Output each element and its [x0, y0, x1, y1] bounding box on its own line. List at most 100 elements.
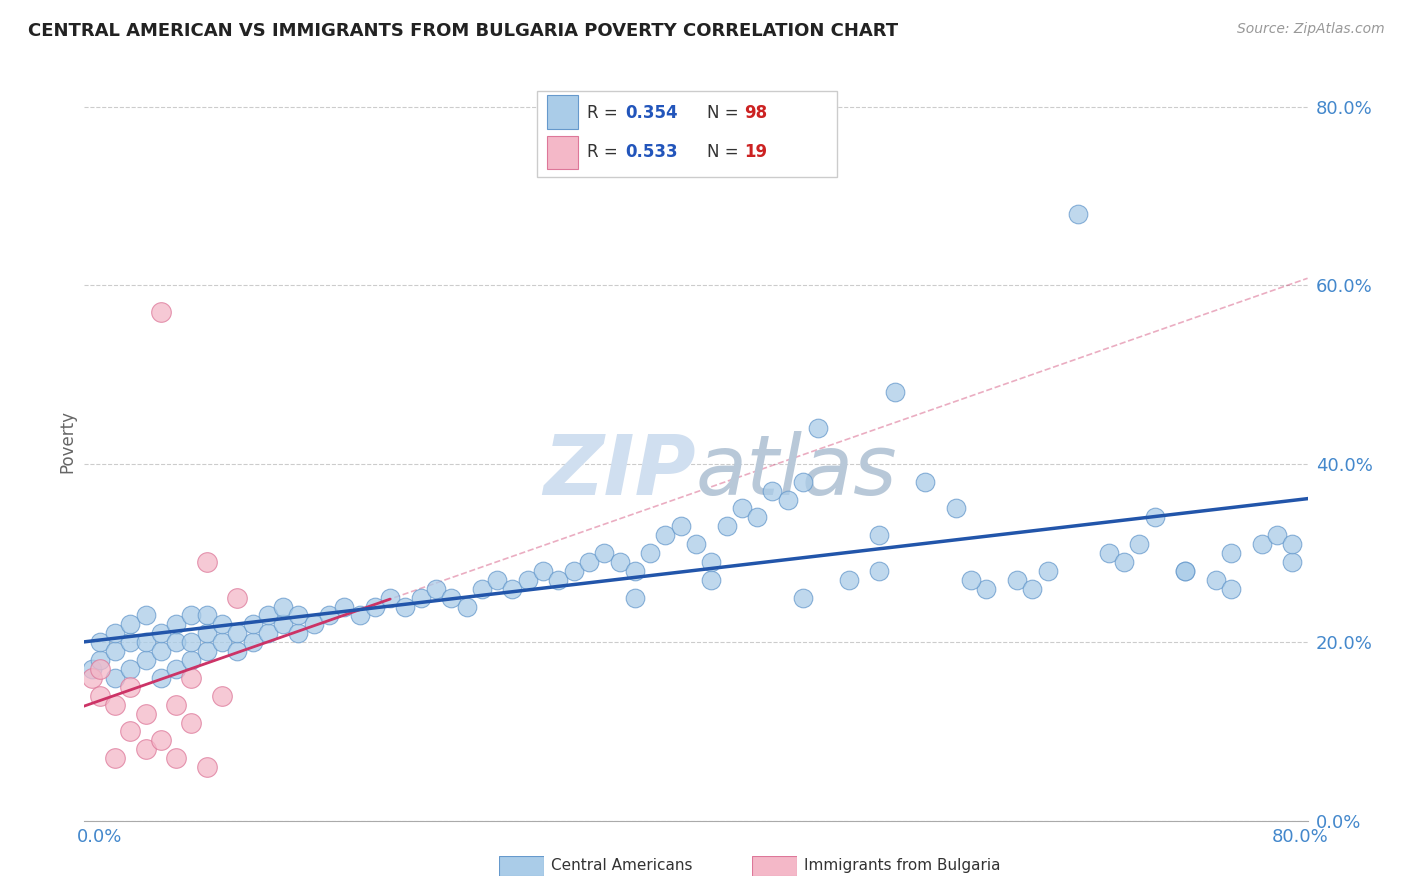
Point — [914, 475, 936, 489]
Point — [562, 564, 585, 578]
Point — [149, 644, 172, 658]
Point — [1143, 510, 1166, 524]
Text: CENTRAL AMERICAN VS IMMIGRANTS FROM BULGARIA POVERTY CORRELATION CHART: CENTRAL AMERICAN VS IMMIGRANTS FROM BULG… — [28, 22, 898, 40]
Point — [120, 635, 142, 649]
Text: 19: 19 — [745, 143, 768, 161]
Bar — [547, 95, 578, 129]
Point — [271, 617, 294, 632]
Point — [226, 591, 249, 605]
Point — [364, 599, 387, 614]
Point — [165, 698, 187, 712]
Point — [257, 608, 280, 623]
Point — [257, 626, 280, 640]
Point — [700, 555, 723, 569]
Point — [716, 519, 738, 533]
Point — [135, 653, 157, 667]
Bar — [547, 136, 578, 169]
Point — [761, 483, 783, 498]
Text: atlas: atlas — [696, 432, 897, 512]
Point — [945, 501, 967, 516]
Point — [624, 591, 647, 605]
Point — [1250, 537, 1272, 551]
Point — [149, 305, 172, 319]
Point — [120, 617, 142, 632]
Point — [838, 573, 860, 587]
Point — [180, 608, 202, 623]
Point — [502, 582, 524, 596]
Point — [1098, 546, 1121, 560]
Point — [792, 591, 814, 605]
Point — [211, 635, 233, 649]
Point — [104, 671, 127, 685]
Point — [180, 671, 202, 685]
Text: 0.0%: 0.0% — [77, 828, 122, 846]
Point — [685, 537, 707, 551]
Point — [195, 760, 218, 774]
Point — [747, 510, 769, 524]
Text: R =: R = — [586, 143, 623, 161]
Text: R =: R = — [586, 103, 623, 122]
Y-axis label: Poverty: Poverty — [58, 410, 76, 473]
Point — [654, 528, 676, 542]
Point — [669, 519, 692, 533]
Text: 0.533: 0.533 — [626, 143, 678, 161]
Point — [89, 635, 111, 649]
Point — [287, 626, 309, 640]
Point — [165, 751, 187, 765]
Point — [1205, 573, 1227, 587]
Point — [195, 555, 218, 569]
Point — [1220, 582, 1243, 596]
Point — [1281, 537, 1303, 551]
Point — [440, 591, 463, 605]
Point — [149, 671, 172, 685]
Point — [807, 421, 830, 435]
Point — [333, 599, 356, 614]
Point — [211, 617, 233, 632]
Point — [318, 608, 340, 623]
Point — [883, 385, 905, 400]
Text: ZIP: ZIP — [543, 432, 696, 512]
Point — [287, 608, 309, 623]
Point — [195, 626, 218, 640]
Text: N =: N = — [707, 103, 744, 122]
Point — [180, 653, 202, 667]
Point — [624, 564, 647, 578]
Point — [165, 617, 187, 632]
Point — [349, 608, 371, 623]
Point — [80, 662, 103, 676]
Point — [135, 635, 157, 649]
Point — [104, 698, 127, 712]
Point — [135, 706, 157, 721]
Point — [425, 582, 447, 596]
Text: 0.354: 0.354 — [626, 103, 678, 122]
Text: Central Americans: Central Americans — [551, 858, 693, 872]
Point — [609, 555, 631, 569]
Point — [1220, 546, 1243, 560]
Point — [792, 475, 814, 489]
Point — [104, 751, 127, 765]
Point — [960, 573, 983, 587]
Point — [226, 644, 249, 658]
Text: N =: N = — [707, 143, 744, 161]
Point — [120, 724, 142, 739]
Point — [1265, 528, 1288, 542]
Point — [394, 599, 416, 614]
Point — [180, 635, 202, 649]
Point — [486, 573, 509, 587]
Point — [638, 546, 661, 560]
Point — [547, 573, 569, 587]
Point — [104, 644, 127, 658]
Point — [165, 662, 187, 676]
Point — [135, 608, 157, 623]
Point — [195, 608, 218, 623]
Text: 98: 98 — [745, 103, 768, 122]
Point — [869, 564, 891, 578]
Point — [149, 733, 172, 747]
Point — [1005, 573, 1028, 587]
Point — [776, 492, 799, 507]
Point — [593, 546, 616, 560]
Point — [242, 617, 264, 632]
Point — [89, 653, 111, 667]
Point — [211, 689, 233, 703]
Point — [380, 591, 402, 605]
